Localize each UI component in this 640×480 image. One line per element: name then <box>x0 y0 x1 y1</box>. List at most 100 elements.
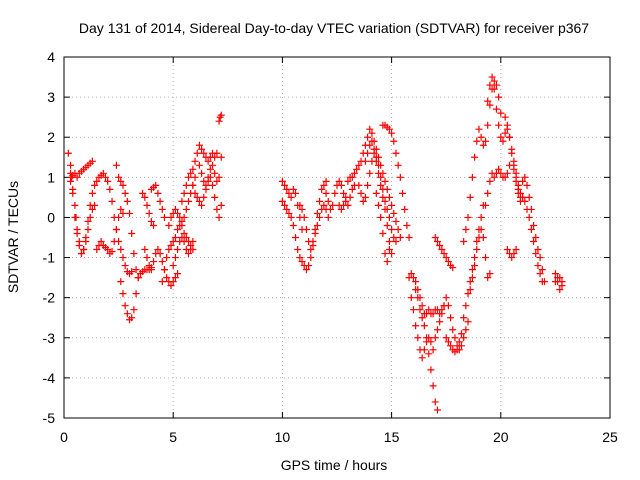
data-point <box>495 121 503 129</box>
data-point <box>287 193 295 201</box>
series-track-b <box>67 177 99 258</box>
grid-layer <box>64 57 610 418</box>
y-tick-label: -2 <box>43 290 56 306</box>
data-point <box>466 286 474 294</box>
data-point <box>191 157 199 165</box>
data-point <box>409 274 417 282</box>
data-point <box>418 354 426 362</box>
data-point <box>169 238 177 246</box>
data-point <box>313 209 321 217</box>
series-track-ad <box>466 225 494 294</box>
data-point <box>447 314 455 322</box>
data-point <box>150 258 158 266</box>
data-point <box>409 306 417 314</box>
data-point <box>165 221 173 229</box>
data-point <box>189 238 197 246</box>
data-point <box>429 310 437 318</box>
data-point <box>468 266 476 274</box>
data-point <box>145 262 153 270</box>
data-point <box>503 121 511 129</box>
data-point <box>457 342 465 350</box>
data-point <box>88 157 96 165</box>
data-point <box>385 213 393 221</box>
data-point <box>195 161 203 169</box>
data-point <box>320 201 328 209</box>
data-point <box>320 181 328 189</box>
data-point <box>300 213 308 221</box>
data-point <box>130 250 138 258</box>
data-point <box>401 205 409 213</box>
data-point <box>366 169 374 177</box>
data-point <box>527 205 535 213</box>
series-track-n <box>195 111 225 189</box>
data-point <box>366 141 374 149</box>
data-point <box>374 201 382 209</box>
data-point <box>390 137 398 145</box>
data-point <box>484 189 492 197</box>
data-point <box>128 229 136 237</box>
data-point <box>512 246 520 254</box>
data-point <box>215 173 223 181</box>
data-point <box>294 246 302 254</box>
data-point <box>473 137 481 145</box>
series-track-g <box>139 181 168 229</box>
data-point <box>198 201 206 209</box>
data-point <box>285 189 293 197</box>
data-point <box>444 338 452 346</box>
data-point <box>355 161 363 169</box>
series-track-ab <box>442 201 487 356</box>
data-point <box>193 193 201 201</box>
data-point <box>525 193 533 201</box>
data-point <box>492 105 500 113</box>
data-point <box>182 205 190 213</box>
data-point <box>449 264 457 272</box>
data-point <box>390 209 398 217</box>
data-point <box>464 318 472 326</box>
data-point <box>106 185 114 193</box>
data-point <box>418 314 426 322</box>
data-point <box>198 145 206 153</box>
data-point <box>324 197 332 205</box>
data-point <box>508 254 516 262</box>
data-point <box>512 173 520 181</box>
data-point <box>88 205 96 213</box>
x-tick-label: 10 <box>275 429 291 445</box>
y-tick-label: -1 <box>43 250 56 266</box>
data-point <box>104 246 112 254</box>
data-point <box>385 246 393 254</box>
y-tick-label: 3 <box>47 89 55 105</box>
data-point <box>361 193 369 201</box>
data-point <box>195 141 203 149</box>
data-point <box>466 193 474 201</box>
data-point <box>193 149 201 157</box>
data-point <box>108 197 116 205</box>
data-point <box>521 173 529 181</box>
data-point <box>174 270 182 278</box>
data-point <box>495 93 503 101</box>
series-track-s <box>335 125 404 241</box>
data-point <box>156 197 164 205</box>
data-point <box>366 125 374 133</box>
data-point <box>451 334 459 342</box>
data-point <box>281 201 289 209</box>
data-point <box>381 250 389 258</box>
data-point <box>447 342 455 350</box>
data-point <box>484 97 492 105</box>
data-point <box>115 213 123 221</box>
data-point <box>510 161 518 169</box>
data-point <box>119 290 127 298</box>
data-point <box>195 197 203 205</box>
data-point <box>117 246 125 254</box>
data-point <box>399 189 407 197</box>
data-point <box>337 181 345 189</box>
data-point <box>383 221 391 229</box>
data-point <box>305 262 313 270</box>
data-point <box>510 250 518 258</box>
data-point <box>374 169 382 177</box>
data-point <box>484 274 492 282</box>
data-point <box>316 213 324 221</box>
data-point <box>289 185 297 193</box>
data-point <box>73 229 81 237</box>
